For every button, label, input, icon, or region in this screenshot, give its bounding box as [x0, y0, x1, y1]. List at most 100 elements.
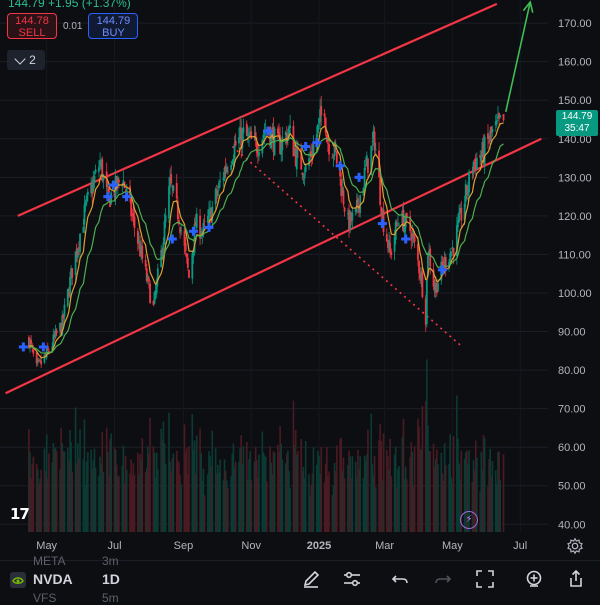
symbol-name[interactable]: NVDA [33, 571, 73, 587]
volume-bar [323, 482, 326, 532]
candle [224, 157, 227, 178]
candle-body [435, 282, 438, 294]
buy-button[interactable]: 144.79 BUY [88, 13, 139, 39]
signal-marker [204, 222, 214, 232]
candle-body [495, 120, 498, 124]
candlestick-chart[interactable]: 40.00 50.00 60.00 70.00 80.00 90.00 100.00 110.… [0, 0, 600, 560]
candle [465, 185, 468, 200]
candle-body [55, 330, 58, 334]
indicators-toggle[interactable]: 2 [7, 50, 45, 70]
candle [249, 125, 252, 137]
volume-bar [45, 434, 48, 532]
candle [495, 113, 498, 128]
candle [410, 229, 413, 249]
candle [468, 169, 470, 201]
candle [490, 126, 493, 143]
candle [62, 313, 65, 326]
volume-bar [122, 445, 125, 532]
volume-bar [55, 451, 58, 532]
candle [347, 208, 349, 220]
tradingview-logo: 17 [10, 505, 30, 523]
candle [192, 249, 195, 264]
marker-bar [111, 180, 115, 190]
timeframe-selector[interactable]: 1D [102, 571, 120, 587]
share-icon[interactable] [565, 568, 587, 590]
candle [474, 153, 477, 176]
candle-body [286, 133, 289, 140]
candle [331, 153, 334, 159]
candle-body [122, 180, 125, 186]
candle-body [68, 291, 70, 297]
candle-body [425, 279, 428, 325]
add-alert-icon[interactable] [523, 568, 545, 590]
volume-bar [201, 480, 204, 532]
candle [254, 126, 257, 147]
candle-body [258, 151, 260, 157]
volume-bar [302, 466, 305, 532]
lightning-icon[interactable]: ⚡ [460, 511, 478, 529]
candle [374, 142, 377, 156]
candle [176, 196, 179, 225]
candle-body [206, 215, 209, 223]
chart-area[interactable]: 40.00 50.00 60.00 70.00 80.00 90.00 100.00 110.… [0, 0, 600, 560]
candle-body [419, 274, 422, 279]
volume-bar [311, 473, 314, 532]
candle-body [285, 133, 288, 144]
candle-body [245, 123, 248, 136]
signal-marker [167, 234, 177, 244]
candle-body [121, 185, 124, 187]
volume-bar [364, 461, 367, 532]
volume-bar [141, 438, 144, 532]
volume-bar [223, 459, 226, 532]
candle-body [474, 157, 477, 170]
candle [433, 279, 436, 298]
candle-body [387, 240, 389, 248]
sell-label: SELL [18, 27, 46, 39]
candle-body [233, 143, 236, 159]
volume-bar [77, 443, 79, 532]
candle-body [421, 271, 424, 297]
candle-body [319, 109, 322, 123]
sell-button[interactable]: 144.78 SELL [7, 13, 57, 39]
volume-bar [211, 430, 214, 532]
candle-body [424, 298, 427, 325]
candle-body [333, 142, 336, 156]
volume-bar [225, 480, 228, 532]
candle [191, 251, 194, 285]
volume-bar [91, 469, 94, 532]
candle-body [471, 170, 474, 173]
candle [239, 115, 241, 140]
candle-body [433, 284, 436, 292]
candle [93, 171, 96, 189]
volume-bar [481, 470, 484, 532]
candle-body [133, 216, 136, 229]
volume-bar [471, 481, 474, 532]
volume-bar [460, 450, 463, 532]
candle-body [230, 164, 233, 170]
candle-body [393, 236, 396, 252]
signal-marker [354, 172, 364, 182]
volume-bar [162, 421, 165, 532]
pencil-icon[interactable] [300, 568, 322, 590]
candle-body [374, 149, 377, 151]
volume-bar [351, 456, 354, 532]
candle-body [479, 154, 482, 158]
fullscreen-icon[interactable] [474, 568, 496, 590]
undo-icon[interactable] [390, 568, 412, 590]
candle-body [363, 167, 366, 188]
candle [435, 282, 438, 297]
candle-body [69, 277, 71, 297]
candle-body [101, 159, 104, 181]
candle-body [372, 130, 375, 140]
volume-bar [230, 476, 233, 532]
candle [241, 127, 244, 154]
candle-body [288, 126, 290, 137]
candle [136, 227, 139, 252]
redo-icon[interactable] [431, 568, 453, 590]
volume-bar [261, 431, 264, 532]
sliders-icon[interactable] [341, 568, 363, 590]
candle-body [140, 245, 143, 255]
settings-gear-icon[interactable] [566, 537, 584, 555]
candle [148, 275, 150, 289]
volume-bar [84, 484, 87, 532]
